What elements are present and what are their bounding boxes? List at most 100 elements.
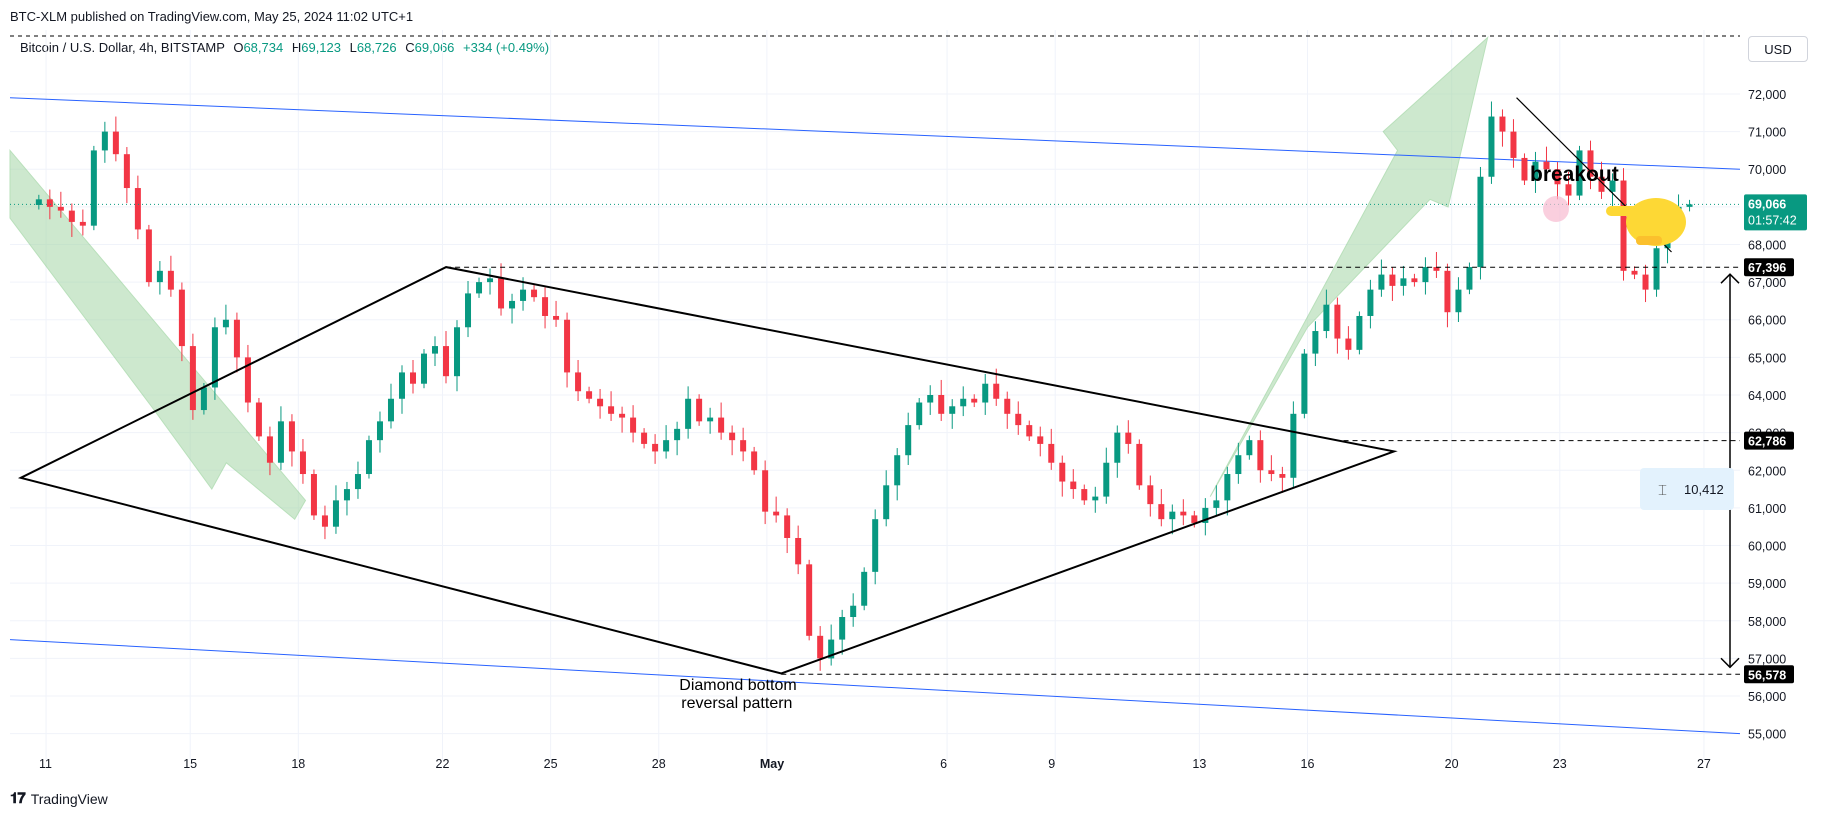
- candle-body: [784, 515, 791, 538]
- candle-body: [1488, 116, 1495, 177]
- candle: [883, 470, 890, 527]
- candle-body: [894, 455, 901, 486]
- candle-body: [740, 440, 747, 452]
- brand-label: TradingView: [30, 790, 108, 807]
- candle-body: [156, 270, 163, 283]
- candle-body: [1433, 267, 1440, 271]
- level-badge-62786: 62,786: [1744, 431, 1794, 450]
- candle: [1213, 485, 1220, 516]
- candle: [531, 285, 538, 302]
- candle: [498, 263, 505, 316]
- x-tick-label: 13: [1192, 757, 1206, 771]
- candle: [762, 460, 769, 525]
- candle-body: [762, 470, 769, 512]
- last-price-bg: [1744, 194, 1807, 231]
- candle: [1026, 420, 1033, 441]
- candle: [189, 333, 196, 420]
- last-price-text: 69,066: [1748, 197, 1786, 211]
- candle: [1345, 326, 1352, 360]
- candle: [509, 293, 516, 324]
- y-tick-label: 70,000: [1748, 163, 1786, 177]
- candle: [1037, 426, 1044, 457]
- candle: [641, 428, 648, 449]
- candle-body: [553, 315, 560, 320]
- candle: [1510, 119, 1517, 168]
- candle-body: [101, 131, 108, 151]
- candle-body: [729, 432, 736, 441]
- y-tick-label: 58,000: [1748, 615, 1786, 629]
- y-tick-label: 56,000: [1748, 690, 1786, 704]
- candle: [872, 509, 879, 585]
- candle-body: [630, 417, 637, 433]
- level-badge-67396: 67,396: [1744, 258, 1794, 277]
- candle-body: [211, 327, 218, 388]
- y-tick-label: 57,000: [1748, 652, 1786, 666]
- candle: [1466, 262, 1473, 295]
- measure-box: [1640, 468, 1734, 510]
- candle-body: [255, 402, 262, 437]
- candle-body: [1686, 204, 1693, 207]
- candle: [652, 434, 659, 464]
- candle: [222, 304, 229, 335]
- candle: [1257, 430, 1264, 483]
- candle: [1114, 425, 1121, 478]
- channel-lower: [9, 639, 1741, 735]
- key-levels: [10, 35, 1740, 675]
- candle-body: [828, 639, 835, 659]
- candle: [971, 394, 978, 408]
- candle: [1323, 289, 1330, 339]
- level-badge-62786-bg: [1744, 431, 1794, 450]
- candle-body: [1191, 515, 1198, 523]
- candle-body: [531, 289, 538, 298]
- candle-body: [332, 500, 339, 527]
- candle-body: [1466, 267, 1473, 290]
- candle: [1488, 101, 1495, 184]
- open-value: 68,734: [243, 40, 284, 55]
- candle: [982, 373, 989, 415]
- candle: [79, 209, 86, 236]
- candle-body: [443, 346, 450, 377]
- candle-body: [542, 297, 549, 316]
- currency-button[interactable]: USD: [1748, 36, 1808, 62]
- symbol-title[interactable]: Bitcoin / U.S. Dollar, 4h, BITSTAMP: [20, 40, 225, 55]
- x-tick-label: 15: [183, 757, 197, 771]
- x-tick-label: 9: [1048, 757, 1055, 771]
- x-tick-label: 22: [436, 757, 450, 771]
- candle: [1521, 153, 1528, 186]
- candle-body: [795, 537, 802, 565]
- candle-body: [718, 417, 725, 433]
- grid-lines: [10, 30, 1740, 760]
- candle-body: [310, 474, 317, 516]
- trend-arrows: [9, 36, 1489, 520]
- candle-body: [850, 605, 857, 618]
- x-tick-label: 18: [291, 757, 305, 771]
- candle: [1642, 264, 1649, 303]
- candle: [861, 567, 868, 611]
- candle: [101, 121, 108, 163]
- candle-body: [1620, 180, 1627, 271]
- candle: [35, 194, 42, 210]
- candle-body: [79, 221, 86, 226]
- candle: [387, 383, 394, 429]
- candle-body: [476, 282, 483, 294]
- candle-body: [938, 395, 945, 414]
- candle-body: [354, 474, 361, 490]
- candle-body: [343, 489, 350, 501]
- x-tick-label: 20: [1445, 757, 1459, 771]
- x-tick-label: 27: [1697, 757, 1711, 771]
- candle-body: [1301, 353, 1308, 414]
- candle: [905, 412, 912, 465]
- candle-body: [927, 395, 934, 403]
- publish-info: BTC-XLM published on TradingView.com, Ma…: [10, 9, 414, 24]
- candle: [1224, 466, 1231, 516]
- candle-body: [1499, 116, 1506, 132]
- candle: [420, 349, 427, 389]
- y-tick-label: 64,000: [1748, 389, 1786, 403]
- candle-body: [872, 519, 879, 572]
- candle: [255, 398, 262, 441]
- candle-body: [1202, 507, 1209, 523]
- candle-body: [916, 402, 923, 426]
- candle: [1158, 489, 1165, 527]
- measure-icon: ⌶: [1658, 482, 1667, 499]
